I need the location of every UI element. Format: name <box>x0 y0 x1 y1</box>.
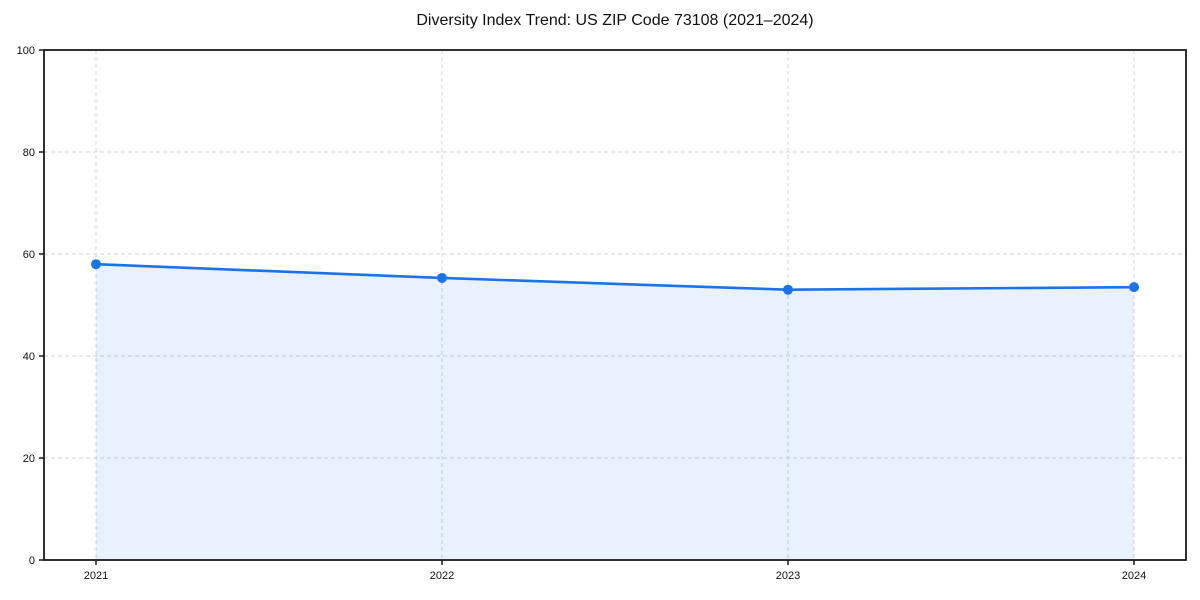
x-tick-label: 2023 <box>776 570 800 582</box>
y-tick-label: 0 <box>29 555 35 567</box>
chart-title: Diversity Index Trend: US ZIP Code 73108… <box>416 12 814 29</box>
y-tick-label: 100 <box>17 45 35 57</box>
data-point-marker-2023 <box>783 284 793 295</box>
x-tick-label: 2022 <box>430 570 454 582</box>
data-point-marker-2021 <box>91 259 101 270</box>
data-point-marker-2022 <box>437 272 447 283</box>
plot-border <box>43 49 1187 561</box>
x-tick-label: 2024 <box>1122 570 1146 582</box>
y-tick-label: 60 <box>23 249 35 261</box>
trend-line <box>94 262 1136 291</box>
y-tick-label: 80 <box>23 147 35 159</box>
y-tick-label: 40 <box>23 351 35 363</box>
x-tick-label: 2021 <box>84 570 108 582</box>
data-point-marker-2024 <box>1129 282 1139 293</box>
y-tick-label: 20 <box>23 453 35 465</box>
area-fill <box>96 264 1134 560</box>
